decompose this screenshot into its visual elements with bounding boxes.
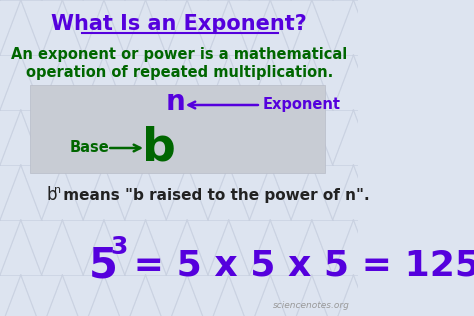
Text: What Is an Exponent?: What Is an Exponent? xyxy=(51,14,307,34)
Text: Base: Base xyxy=(69,141,109,155)
Text: sciencenotes.org: sciencenotes.org xyxy=(273,301,349,310)
Text: Exponent: Exponent xyxy=(263,98,341,112)
Text: operation of repeated multiplication.: operation of repeated multiplication. xyxy=(26,64,333,80)
Text: An exponent or power is a mathematical: An exponent or power is a mathematical xyxy=(11,47,347,63)
Text: = 5 x 5 x 5 = 125: = 5 x 5 x 5 = 125 xyxy=(121,248,474,282)
FancyBboxPatch shape xyxy=(30,85,325,173)
Text: b: b xyxy=(142,125,176,171)
Text: means "b raised to the power of n".: means "b raised to the power of n". xyxy=(58,188,370,203)
Text: b: b xyxy=(47,186,57,204)
Text: 5: 5 xyxy=(89,244,118,286)
Text: n: n xyxy=(54,185,61,195)
Text: 3: 3 xyxy=(110,235,128,259)
Text: n: n xyxy=(165,88,185,116)
